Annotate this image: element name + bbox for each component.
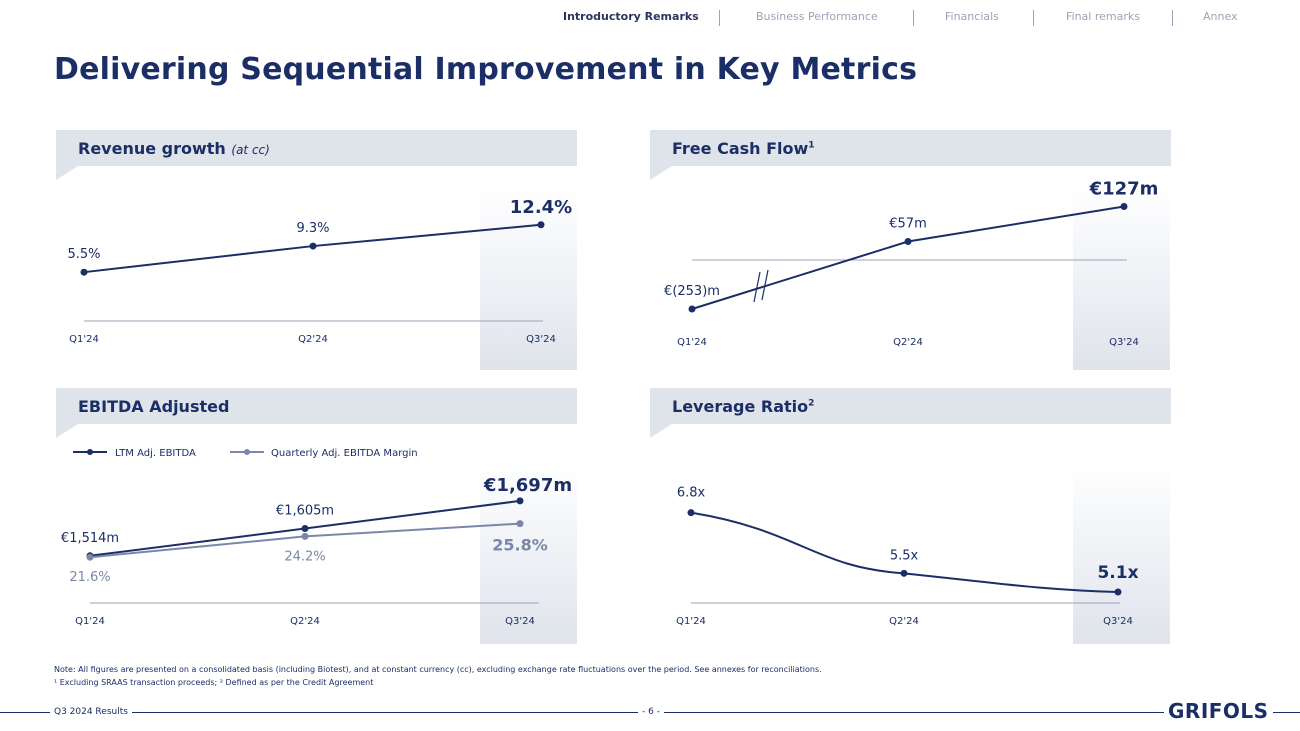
revenue-panel-header: Revenue growth (at cc)	[56, 130, 577, 180]
ebitda-ltm-data-label: €1,697m	[483, 475, 572, 496]
ebitda-tick-label: Q1'24	[75, 616, 105, 627]
leverage-point	[1114, 588, 1122, 596]
ebitda-panel-header: EBITDA Adjusted	[56, 388, 577, 438]
ebitda-ltm-point	[301, 525, 309, 532]
ebitda-title-text: EBITDA Adjusted	[78, 397, 230, 416]
q3-highlight-ebitda	[480, 462, 577, 644]
ebitda-margin-data-label: 21.6%	[69, 570, 110, 585]
revenue-point	[80, 268, 88, 276]
footer-report-name: Q3 2024 Results	[50, 707, 132, 717]
fcf-axis-break-mark	[753, 271, 761, 303]
fcf-data-label: €(253)m	[664, 284, 720, 299]
leverage-data-label: 5.5x	[890, 548, 919, 563]
note-text: Note: All figures are presented on a con…	[54, 665, 822, 674]
fcf-tick-label: Q1'24	[677, 337, 707, 348]
ebitda-margin-point	[301, 532, 309, 540]
leverage-data-label: 5.1x	[1097, 563, 1138, 583]
header-tab-shape	[650, 424, 672, 438]
revenue-data-label: 9.3%	[296, 221, 329, 236]
ebitda-margin-point	[516, 520, 524, 528]
q3-highlight-revenue	[480, 186, 577, 370]
header-tab-shape	[56, 424, 78, 438]
fcf-point	[1120, 203, 1128, 210]
nav-separator	[719, 10, 720, 26]
legend-ltm-ebitda-label: LTM Adj. EBITDA	[115, 448, 196, 459]
ebitda-panel-title: EBITDA Adjusted	[78, 397, 229, 416]
revenue-subtitle: (at cc)	[231, 143, 270, 157]
fcf-panel-title: Free Cash Flow1	[672, 139, 815, 158]
leverage-title-text: Leverage Ratio	[672, 397, 809, 416]
revenue-data-label: 5.5%	[67, 247, 100, 262]
fcf-title-text: Free Cash Flow	[672, 139, 809, 158]
leverage-tick-label: Q1'24	[676, 616, 706, 627]
legend-margin-marker	[244, 449, 250, 455]
leverage-point	[900, 569, 908, 577]
nav-separator	[913, 10, 914, 26]
leverage-tick-label: Q2'24	[889, 616, 919, 627]
ebitda-ltm-data-label: €1,514m	[61, 531, 119, 546]
ebitda-margin-data-label: 24.2%	[284, 549, 325, 564]
nav-separator	[1172, 10, 1173, 26]
page-number: - 6 -	[638, 707, 664, 717]
revenue-tick-label: Q3'24	[526, 334, 556, 345]
q3-highlight-fcf	[1073, 186, 1170, 370]
grifols-logo: GRIFOLS	[1164, 699, 1273, 723]
fcf-data-label: €127m	[1089, 179, 1159, 200]
fcf-tick-label: Q2'24	[893, 337, 923, 348]
q3-highlight-leverage	[1073, 462, 1170, 644]
leverage-point	[687, 509, 695, 517]
nav-final-remarks[interactable]: Final remarks	[1066, 10, 1140, 23]
nav-introductory-remarks[interactable]: Introductory Remarks	[563, 10, 699, 23]
leverage-tick-label: Q3'24	[1103, 616, 1133, 627]
legend-ltm-ebitda-marker	[87, 449, 93, 455]
ebitda-tick-label: Q2'24	[290, 616, 320, 627]
nav-business-performance[interactable]: Business Performance	[756, 10, 878, 23]
fcf-point	[904, 238, 912, 245]
legend-margin-label: Quarterly Adj. EBITDA Margin	[271, 448, 418, 459]
ebitda-ltm-point	[516, 497, 524, 505]
revenue-tick-label: Q1'24	[69, 334, 99, 345]
revenue-point	[309, 242, 317, 250]
leverage-panel-title: Leverage Ratio2	[672, 397, 814, 416]
ebitda-tick-label: Q3'24	[505, 616, 535, 627]
nav-separator	[1033, 10, 1034, 26]
header-tab-shape	[650, 166, 672, 180]
footnote-text: ¹ Excluding SRAAS transaction proceeds; …	[54, 678, 374, 687]
revenue-panel-title: Revenue growth (at cc)	[78, 139, 270, 158]
fcf-footnote-ref: 1	[808, 140, 815, 151]
ebitda-margin-point	[86, 553, 94, 561]
page-title: Delivering Sequential Improvement in Key…	[54, 52, 918, 87]
nav-annex[interactable]: Annex	[1203, 10, 1238, 23]
leverage-data-label: 6.8x	[677, 486, 706, 501]
section-nav: Introductory Remarks Business Performanc…	[0, 10, 1300, 30]
revenue-title-text: Revenue growth	[78, 139, 226, 158]
fcf-point	[688, 305, 696, 313]
nav-financials[interactable]: Financials	[945, 10, 999, 23]
leverage-footnote-ref: 2	[808, 398, 815, 409]
ebitda-margin-data-label: 25.8%	[492, 536, 548, 555]
ebitda-ltm-data-label: €1,605m	[276, 504, 334, 519]
revenue-data-label: 12.4%	[510, 197, 572, 218]
revenue-tick-label: Q2'24	[298, 334, 328, 345]
fcf-data-label: €57m	[889, 217, 926, 232]
fcf-axis-break-mark	[761, 269, 769, 301]
header-tab-shape	[56, 166, 78, 180]
fcf-panel-header: Free Cash Flow1	[650, 130, 1171, 180]
fcf-tick-label: Q3'24	[1109, 337, 1139, 348]
leverage-panel-header: Leverage Ratio2	[650, 388, 1171, 438]
revenue-point	[537, 221, 545, 229]
